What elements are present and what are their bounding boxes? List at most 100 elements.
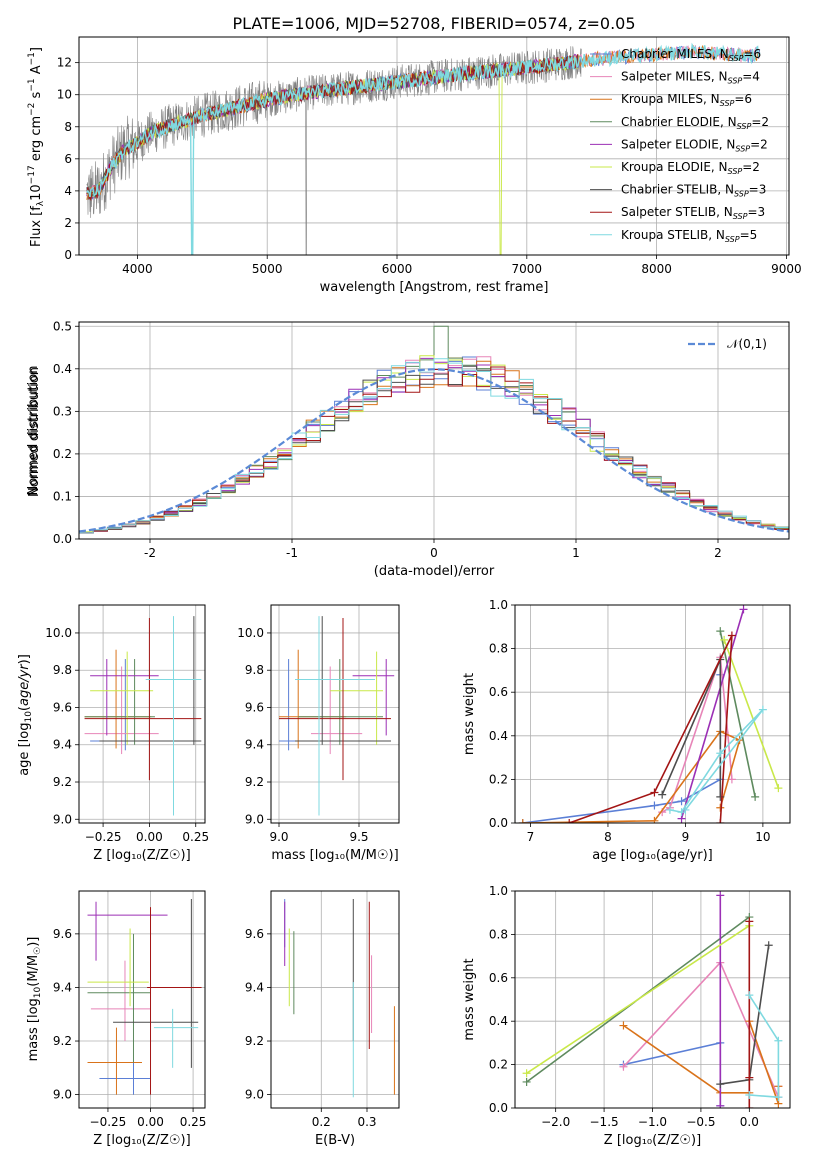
axes-frame (270, 604, 400, 824)
x-axis-label: age [log₁₀(age/yr)] (592, 848, 713, 863)
x-tick-label: 7 (527, 830, 535, 844)
y-axis-label: Normed distribution (26, 366, 41, 496)
y-tick-label: 0.4 (489, 1014, 508, 1028)
y-tick-label: 9.0 (53, 812, 72, 826)
axes-frame (78, 321, 790, 540)
mass-weight-marker (758, 705, 767, 714)
x-tick-label: 8 (604, 830, 612, 844)
age-ylabel: age [log10(age/yr)] (17, 654, 34, 776)
x-tick-label: 9.0 (269, 830, 288, 844)
mass-weight-line-chabrier_miles (522, 674, 722, 823)
mass-weight-marker (650, 801, 659, 810)
legend-entry: Kroupa MILES, NSSP=6 (621, 92, 752, 108)
y-tick-label: 0.6 (489, 971, 508, 985)
x-axis-label: wavelength [Angstrom, rest frame] (320, 280, 549, 295)
legend-entry: Chabrier ELODIE, NSSP=2 (621, 115, 769, 131)
axes-frame (514, 604, 791, 824)
y-tick-label: 9.2 (245, 775, 264, 789)
x-tick-label: -1 (286, 546, 298, 560)
y-tick-label: 0.0 (489, 816, 508, 830)
axes-frame (78, 36, 790, 256)
mass-weight-marker (774, 784, 783, 793)
y-tick-label: 9.4 (245, 980, 264, 994)
mass-weight-marker (739, 605, 748, 614)
mass-weight-marker (745, 1104, 754, 1108)
axes-frame (270, 890, 400, 1109)
mass-weight-marker (677, 797, 686, 806)
grid (515, 604, 790, 824)
mass-ylabel: mass [log10(M/M☉)] (26, 937, 43, 1062)
plot-area (84, 616, 202, 816)
y-tick-label: 9.6 (245, 927, 264, 941)
age-vs-mass-panel: 9.0 9.5 9.0 9.2 9.4 9.6 9.8 10.0 mass [log₁₀(M/M… (237, 604, 400, 863)
y-tick-label: 0.2 (489, 1058, 508, 1072)
y-tick-label: 9.6 (53, 927, 72, 941)
legend-entry: Salpeter MILES, NSSP=4 (621, 70, 760, 86)
x-tick-label: 7000 (512, 262, 543, 276)
mass-weight-marker (716, 627, 725, 636)
plot-area (87, 899, 202, 1095)
y-tick-label: 9.4 (53, 738, 72, 752)
y-tick-label: 9.0 (245, 812, 264, 826)
y-tick-label: 9.2 (245, 1034, 264, 1048)
mass-weight-line-chabrier_elodie (719, 631, 756, 797)
x-tick-label: 0.0 (740, 1115, 759, 1129)
axes-frame (78, 890, 206, 1109)
spectrum-panel: 4000 5000 6000 7000 8000 9000 0 2 4 6 8 10 12 wavelen… (57, 36, 802, 295)
mass-weight-marker (745, 991, 754, 1000)
y-tick-label: 0.4 (53, 362, 72, 376)
legend-entry: 𝒩(0,1) (727, 337, 767, 351)
massweight-vs-metallicity-panel: −2.0 −1.5 −1.0 −0.5 0.0 0.0 0.2 0.4 0.6 0.8 1.0 Z [… (462, 884, 791, 1148)
mass-weight-marker (716, 1080, 725, 1089)
mass-vs-metallicity-panel: −0.25 0.00 0.25 9.0 9.2 9.4 9.6 Z [log₁₀(Z/Z☉)] (53, 890, 207, 1148)
legend-entry: Salpeter STELIB, NSSP=3 (621, 205, 765, 221)
mass-weight-marker (745, 1090, 754, 1099)
y-tick-label: 9.0 (53, 1088, 72, 1102)
y-tick-label: 0.8 (489, 927, 508, 941)
massweight-vs-age-panel: 7 8 9 10 0.0 0.2 0.4 0.6 0.8 1.0 age [log₁₀(age/yr… (462, 598, 791, 863)
y-tick-label: 9.6 (245, 700, 264, 714)
axes-frame (514, 890, 791, 1109)
x-axis-label: Z [log₁₀(Z/Z☉)] (93, 1133, 190, 1148)
y-tick-label: 1.0 (489, 598, 508, 612)
y-tick-label: 9.8 (53, 663, 72, 677)
x-tick-label: 9.5 (349, 830, 368, 844)
x-tick-label: 0.25 (180, 1115, 207, 1129)
y-tick-label: 1.0 (489, 884, 508, 898)
y-tick-label: 0.8 (489, 642, 508, 656)
grid (271, 605, 399, 823)
grid (271, 891, 399, 1108)
figure-title: PLATE=1006, MJD=52708, FIBERID=0574, z=0… (232, 14, 635, 33)
mass-weight-marker (650, 788, 659, 797)
plot-area (279, 616, 395, 816)
x-tick-label: 0.2 (312, 1115, 331, 1129)
mass-weight-marker (518, 819, 527, 823)
x-tick-label: −0.25 (85, 830, 122, 844)
mass-weight-marker (650, 816, 659, 823)
y-tick-label: 0.2 (53, 447, 72, 461)
y-axis-label: mass weight (462, 673, 477, 755)
x-tick-label: 4000 (122, 262, 153, 276)
mass-weight-marker (727, 775, 736, 784)
spectrum-legend: Chabrier MILES, NSSP=6 Salpeter MILES, NS… (590, 47, 769, 244)
y-tick-label: 0.0 (53, 532, 72, 546)
grid (79, 605, 205, 823)
x-axis-label: mass [log₁₀(M/M☉)] (271, 848, 398, 863)
mass-weight-marker (716, 819, 725, 823)
plot-area (518, 605, 783, 823)
mass-weight-marker (716, 792, 725, 801)
x-tick-label: 6000 (382, 262, 413, 276)
mass-weight-line-salpeter_stelib (568, 635, 733, 823)
y-axis-label: mass weight (462, 958, 477, 1040)
y-tick-label: 0 (64, 248, 72, 262)
x-tick-label: 1 (572, 546, 580, 560)
legend-entry: Kroupa ELODIE, NSSP=2 (621, 160, 760, 176)
model-spectrum-chabrier_stelib (86, 54, 579, 200)
y-tick-label: 0.2 (489, 772, 508, 786)
x-tick-label: −1.5 (590, 1115, 619, 1129)
observed-spectrum (86, 46, 582, 255)
x-tick-label: 9000 (771, 262, 802, 276)
y-tick-label: 9.4 (245, 738, 264, 752)
x-tick-label: −0.5 (686, 1115, 715, 1129)
y-tick-label: 6 (64, 152, 72, 166)
